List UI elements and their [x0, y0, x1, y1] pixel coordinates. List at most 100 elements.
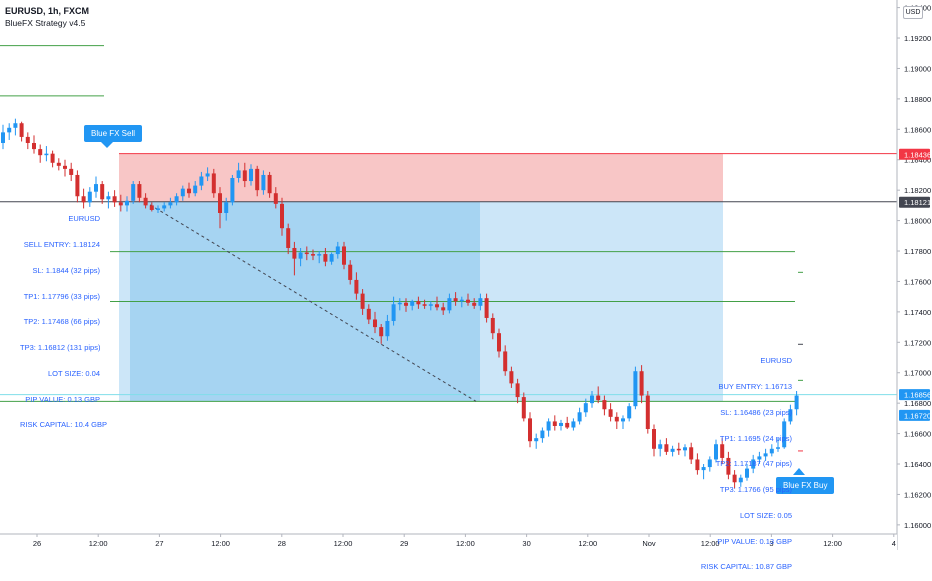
- candle-body: [168, 202, 173, 206]
- candlestick-chart[interactable]: 1.194001.192001.190001.188001.186001.184…: [0, 0, 932, 550]
- candle-body: [379, 327, 384, 337]
- candle-body: [441, 307, 446, 311]
- candle-body: [317, 254, 322, 256]
- candle-body: [695, 459, 700, 471]
- candle-body: [19, 123, 24, 137]
- candle-body: [602, 400, 607, 410]
- candle-body: [720, 444, 725, 458]
- candle-body: [466, 299, 470, 303]
- sell-signal-callout[interactable]: Blue FX Sell: [84, 125, 143, 142]
- candle-body: [763, 453, 768, 457]
- strategy-name: BlueFX Strategy v4.5: [5, 18, 86, 28]
- sell-sl: SL: 1.1844 (32 pips): [32, 265, 100, 275]
- candle-body: [732, 474, 737, 483]
- candle-body: [621, 418, 625, 422]
- buy-tp2: TP2: 1.17187 (47 pips): [715, 459, 792, 469]
- candle-body: [366, 308, 371, 320]
- candle-body: [292, 247, 297, 259]
- price-tick-label: 1.18200: [904, 186, 931, 195]
- candle-body: [230, 178, 235, 203]
- candle-body: [546, 421, 551, 431]
- candle-body: [472, 302, 477, 306]
- candle-body: [69, 168, 74, 175]
- candle-body: [757, 456, 762, 460]
- candle-body: [211, 173, 216, 194]
- candle-body: [614, 416, 619, 422]
- candle-body: [143, 197, 148, 206]
- candle-body: [261, 174, 266, 191]
- candle-body: [391, 304, 396, 322]
- candle-body: [193, 185, 198, 194]
- candle-body: [571, 421, 576, 428]
- candle-body: [44, 153, 49, 156]
- candle-body: [559, 422, 563, 426]
- candle-body: [583, 403, 588, 413]
- price-tick-label: 1.16800: [904, 399, 931, 408]
- candle-body: [304, 252, 309, 255]
- candle-body: [422, 304, 427, 306]
- price-axis[interactable]: [897, 0, 932, 550]
- candle-body: [639, 371, 644, 396]
- candle-body: [509, 371, 514, 384]
- candle-body: [118, 202, 123, 206]
- candle-body: [751, 459, 756, 469]
- sell-info-panel: EURUSD SELL ENTRY: 1.18124 SL: 1.1844 (3…: [20, 198, 107, 439]
- candle-body: [521, 397, 526, 419]
- candle-body: [528, 418, 532, 442]
- candle-body: [242, 170, 247, 182]
- sell-entry: SELL ENTRY: 1.18124: [23, 239, 100, 249]
- candle-body: [404, 302, 408, 306]
- candle-body: [100, 184, 105, 200]
- candle-body: [738, 477, 743, 483]
- candle-body: [689, 447, 694, 460]
- candle-body: [596, 395, 601, 401]
- candle-body: [7, 127, 12, 133]
- price-badge: [899, 389, 930, 401]
- candle-body: [38, 149, 43, 156]
- trend-line: [144, 201, 477, 402]
- sell-tp1: TP1: 1.17796 (33 pips): [23, 291, 100, 301]
- candle-body: [50, 153, 55, 163]
- time-tick-label: 27: [155, 539, 163, 548]
- sell-risk-zone: [119, 153, 723, 202]
- candle-body: [236, 170, 241, 178]
- time-axis[interactable]: [0, 534, 897, 550]
- price-tick-label: 1.18600: [904, 125, 931, 134]
- time-tick-label: 3: [769, 539, 773, 548]
- candle-body: [776, 447, 780, 449]
- time-tick-label: 12:00: [578, 539, 597, 548]
- candle-body: [162, 205, 167, 209]
- candle-body: [1, 132, 5, 144]
- candle-body: [56, 162, 61, 166]
- candle-body: [112, 196, 117, 203]
- time-tick-label: 30: [522, 539, 530, 548]
- currency-button[interactable]: USD: [903, 6, 923, 19]
- candle-body: [131, 184, 136, 201]
- candle-body: [75, 174, 80, 197]
- chart-area[interactable]: 1.194001.192001.190001.188001.186001.184…: [0, 0, 932, 550]
- candle-body: [25, 136, 30, 144]
- price-badge-label: 1.18121: [904, 198, 931, 207]
- candle-body: [782, 421, 787, 448]
- candle-body: [794, 395, 799, 410]
- candle-body: [745, 468, 749, 478]
- price-tick-label: 1.17400: [904, 308, 931, 317]
- candle-body: [416, 301, 421, 305]
- candle-body: [726, 457, 731, 475]
- buy-tp1: TP1: 1.1695 (24 pips): [719, 433, 792, 443]
- buy-pip-value: PIP VALUE: 0.13 GBP: [717, 536, 792, 546]
- candle-body: [348, 264, 353, 280]
- candle-body: [273, 193, 278, 204]
- candle-body: [453, 298, 458, 302]
- price-badge-label: 1.18436: [904, 150, 931, 159]
- candle-body: [311, 254, 315, 256]
- candle-body: [565, 422, 570, 428]
- sell-tp3: TP3: 1.16812 (131 pips): [20, 343, 101, 353]
- candle-body: [714, 444, 718, 460]
- candle-body: [552, 421, 557, 426]
- candle-body: [385, 321, 390, 337]
- buy-signal-callout[interactable]: Blue FX Buy: [776, 477, 835, 494]
- candle-body: [224, 202, 229, 213]
- candle-body: [664, 444, 669, 452]
- buy-sl: SL: 1.16486 (23 pips): [720, 407, 792, 417]
